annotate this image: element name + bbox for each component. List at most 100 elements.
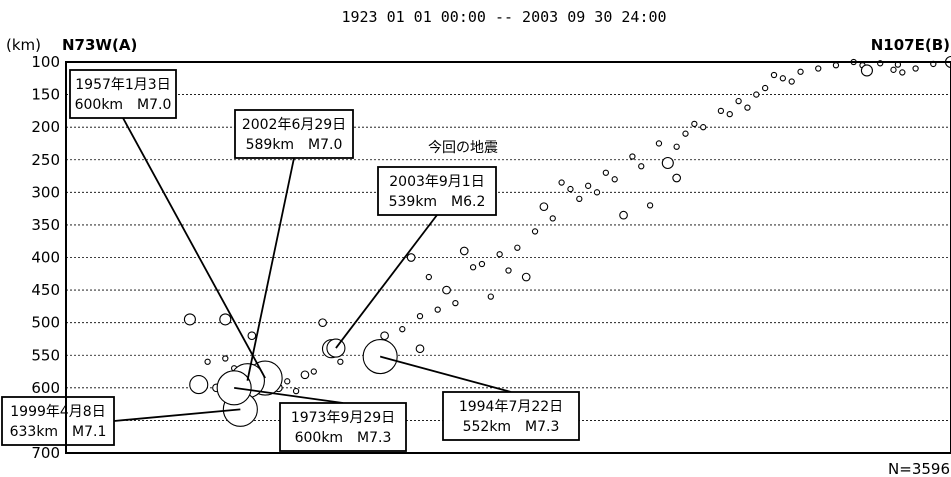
hypocenter-point <box>539 202 549 212</box>
hypocenter-point <box>602 169 609 176</box>
annotation-leader <box>234 386 344 404</box>
annotation-leader <box>122 117 266 379</box>
hypocenter-point <box>912 65 919 72</box>
annotation-box <box>442 391 580 441</box>
y-unit-label: (km) <box>6 36 41 54</box>
annotation-text: 600km M7.3 <box>295 430 392 446</box>
hypocenter-point <box>744 104 751 111</box>
y-tick-label: 200 <box>31 118 60 136</box>
hypocenter-point <box>797 68 804 75</box>
annotation-box <box>279 402 407 452</box>
annotations: 1957年1月3日 600km M7.0 2002年6月29日 589km M7.0 2… <box>1 69 580 452</box>
annotation-box <box>69 69 177 119</box>
annotation-leader <box>379 355 512 393</box>
annotation-box <box>234 109 354 159</box>
hypocenter-point <box>452 299 459 307</box>
hypocenter-point <box>204 358 211 365</box>
annotation-box <box>1 396 115 446</box>
hypocenter-point <box>300 370 310 380</box>
hypocenter-point <box>619 210 628 220</box>
hypocenter-point <box>661 156 674 170</box>
annotation-leader <box>246 157 295 381</box>
hypocenter-point <box>337 358 344 365</box>
hypocenter-point <box>673 143 680 150</box>
hypocenter-point <box>655 140 663 147</box>
count-label: N=3596 <box>888 460 950 477</box>
hypocenter-point <box>726 110 733 118</box>
y-tick-label: 450 <box>31 281 60 299</box>
hypocenter-point <box>292 387 300 395</box>
hypocenter-point <box>318 318 328 328</box>
hypocenter-point <box>860 64 873 77</box>
y-tick-label: 500 <box>31 314 60 332</box>
right-end-label: N107E(B) <box>871 36 950 54</box>
y-tick-label: 250 <box>31 151 60 169</box>
chart-title: 1923 01 01 00:00 -- 2003 09 30 24:00 <box>341 8 666 26</box>
y-tick-label: 150 <box>31 86 60 104</box>
hypocenter-point <box>700 124 707 131</box>
hypocenter-point <box>487 293 494 300</box>
annotation-text: 552km M7.3 <box>463 419 560 435</box>
annotation-text: 2002年6月29日 <box>242 117 346 133</box>
hypocenter-point <box>399 326 406 333</box>
hypocenter-point <box>425 273 432 281</box>
annotation-text: 600km M7.0 <box>75 97 172 113</box>
hypocenter-point <box>672 173 682 183</box>
hypocenter-point <box>646 202 654 209</box>
plot-frame <box>65 61 951 454</box>
hypocenter-point <box>762 84 769 92</box>
hypocenter-point <box>416 312 424 320</box>
hypocenter-point <box>593 189 601 196</box>
hypocenter-point <box>284 378 291 385</box>
hypocenter-point <box>496 251 503 258</box>
hypocenter-point <box>310 368 317 375</box>
hypocenter-point <box>531 228 539 235</box>
annotation-text: 1957年1月3日 <box>75 77 170 93</box>
hypocenter-point <box>576 195 583 202</box>
hypocenter-point <box>558 179 565 186</box>
left-end-label: N73W(A) <box>62 36 137 54</box>
annotation-text: 633km M7.1 <box>10 424 107 440</box>
hypocenter-point <box>469 264 477 271</box>
annotation-text: 1973年9月29日 <box>291 410 395 426</box>
annotation-text: 2003年9月1日 <box>389 174 484 190</box>
y-tick-label: 550 <box>31 346 60 364</box>
hypocenter-point <box>815 65 822 72</box>
hypocenter-point <box>505 267 512 274</box>
hypocenter-point <box>899 69 906 76</box>
hypocenter-point <box>380 331 389 341</box>
annotation-text: 589km M7.0 <box>246 137 343 153</box>
y-tick-label: 600 <box>31 379 60 397</box>
hypocenter-point <box>478 260 486 268</box>
y-tick-label: 100 <box>31 53 60 71</box>
annotation-text: 539km M6.2 <box>389 194 486 210</box>
hypocenter-point <box>770 71 778 79</box>
hypocenter-point <box>832 62 840 69</box>
annotation-box <box>377 166 497 216</box>
annotation-text: 1994年7月22日 <box>459 399 563 415</box>
gridlines <box>66 94 951 421</box>
hypocenter-point <box>779 75 786 82</box>
hypocenter-point <box>521 272 531 282</box>
hypocenter-point <box>183 313 196 326</box>
hypocenter-point <box>585 182 592 189</box>
hypocenter-point <box>514 244 521 251</box>
hypocenter-point <box>549 215 556 222</box>
hypocenter-point <box>753 91 760 98</box>
hypocenter-point <box>890 66 897 73</box>
center-note: 今回の地震 <box>428 140 498 156</box>
annotation-leader <box>335 214 438 349</box>
hypocenter-point <box>691 120 698 128</box>
hypocenter-point <box>406 253 416 262</box>
hypocenter-point <box>611 176 618 183</box>
hypocenter-point <box>682 130 689 137</box>
hypocenter-point <box>717 107 725 115</box>
hypocenter-point <box>638 163 645 170</box>
hypocenter-point <box>788 78 795 85</box>
hypocenter-point <box>434 306 441 313</box>
hypocenter-point <box>459 246 469 256</box>
y-tick-label: 350 <box>31 216 60 234</box>
hypocenter-point <box>222 355 229 362</box>
y-tick-label: 300 <box>31 183 60 201</box>
